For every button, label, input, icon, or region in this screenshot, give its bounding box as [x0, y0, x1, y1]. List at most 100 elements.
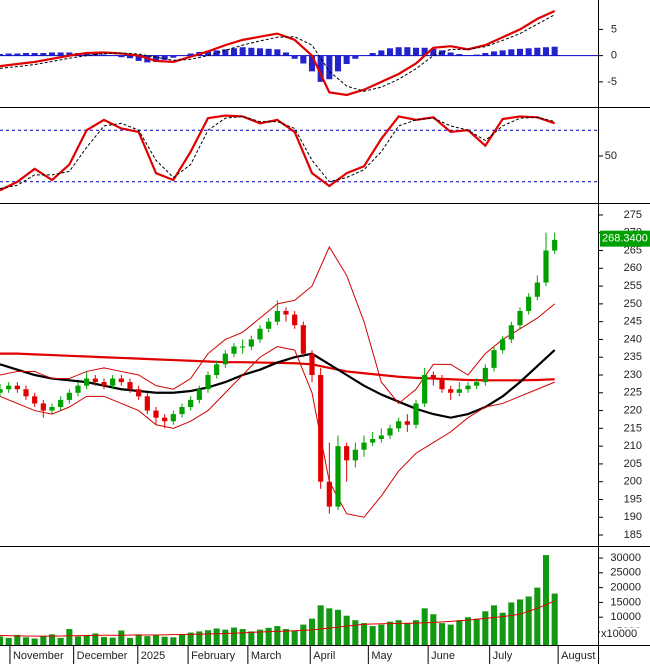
- y-tick-label: 265: [624, 244, 642, 256]
- histogram-bar: [508, 49, 515, 56]
- histogram-bar: [222, 49, 229, 56]
- signal-line: [0, 14, 555, 92]
- candle-body: [49, 407, 55, 411]
- y-tick-label: 235: [624, 351, 642, 363]
- y-tick-label: 25000: [610, 567, 641, 579]
- candle-body: [14, 385, 20, 390]
- candle-body: [526, 296, 532, 311]
- histogram-bar: [204, 50, 212, 56]
- histogram-bar: [352, 55, 359, 59]
- histogram-bar: [31, 53, 38, 56]
- volume-bar: [144, 636, 151, 645]
- candle-body: [188, 399, 194, 408]
- candle-body: [222, 353, 228, 365]
- volume-bar: [118, 630, 125, 645]
- candle-body: [387, 428, 393, 436]
- histogram-bar: [369, 53, 376, 56]
- candle-body: [23, 389, 29, 397]
- histogram-bar: [126, 55, 134, 59]
- histogram-bar: [282, 52, 290, 56]
- histogram-bar: [386, 48, 394, 56]
- volume-bar: [109, 637, 116, 645]
- candle-body: [153, 410, 159, 418]
- histogram-bar: [5, 53, 12, 56]
- volume-bar: [274, 626, 281, 645]
- volume-bar: [178, 634, 186, 645]
- candle-body: [66, 392, 72, 400]
- candle-body: [413, 403, 419, 425]
- histogram-bar: [14, 53, 21, 56]
- candle-body: [205, 375, 211, 390]
- histogram-bar: [534, 47, 541, 56]
- y-tick-label: 240: [624, 333, 642, 345]
- candle-body: [430, 375, 436, 379]
- histogram-bar: [378, 50, 385, 56]
- y-tick-label: 5: [611, 23, 617, 35]
- indicator-line: [0, 10, 556, 97]
- candle-body: [118, 378, 124, 383]
- candle-body: [136, 389, 142, 397]
- volume-bar: [204, 630, 212, 645]
- candle-body: [0, 389, 3, 393]
- candle-body: [40, 403, 46, 411]
- histogram-bar: [482, 53, 489, 56]
- indicator-line: [0, 349, 556, 419]
- volume-bar: [31, 638, 38, 645]
- y-tick-label: 230: [624, 369, 642, 381]
- candle-body: [6, 385, 12, 390]
- candle-body: [465, 385, 471, 390]
- volume-bar: [48, 634, 56, 645]
- histogram-bar: [265, 48, 272, 56]
- volume-bar: [438, 623, 446, 645]
- volume-bar: [170, 637, 177, 645]
- volume-bar: [92, 633, 99, 645]
- volume-bar: [0, 636, 4, 645]
- volume-bar: [282, 629, 290, 645]
- histogram-bar: [438, 50, 446, 56]
- y-tick-label: 195: [624, 493, 642, 505]
- volume-bar: [499, 612, 506, 645]
- candle-body: [500, 339, 506, 351]
- histogram-bar: [66, 52, 73, 56]
- volume-bar: [317, 605, 324, 645]
- candle-body: [196, 389, 202, 400]
- histogram-bar: [447, 52, 454, 56]
- candle-body: [214, 364, 220, 375]
- histogram-bar: [48, 52, 56, 56]
- candle-body: [508, 325, 514, 340]
- indicator-line: [0, 600, 555, 637]
- volume-bar: [386, 621, 394, 645]
- volume-bar: [490, 605, 498, 645]
- volume-bar: [74, 636, 82, 645]
- histogram-bar: [490, 51, 498, 56]
- candle-body: [370, 439, 376, 443]
- y-tick-label: 200: [624, 476, 642, 488]
- volume-bar: [152, 635, 160, 645]
- x-tick-label: February: [191, 650, 236, 662]
- x-tick-label: August: [561, 650, 595, 662]
- volume-bar: [360, 623, 368, 645]
- candle-body: [422, 375, 428, 404]
- histogram-bar: [291, 55, 298, 59]
- candle-body: [75, 385, 81, 393]
- volume-bar: [378, 624, 385, 645]
- y-tick-label: 260: [624, 262, 642, 274]
- histogram-bar: [22, 53, 30, 56]
- y-tick-label: 210: [624, 440, 642, 452]
- histogram-bar: [0, 54, 4, 56]
- candle-body: [474, 382, 480, 386]
- candle-body: [58, 399, 64, 408]
- volume-bar: [542, 555, 550, 645]
- y-tick-label: 250: [624, 298, 642, 310]
- volume-bar: [161, 636, 168, 645]
- candle-body: [127, 382, 133, 390]
- volume-bar: [508, 602, 515, 645]
- y-tick-label: 0: [611, 50, 617, 62]
- x-tick-label: July: [493, 650, 513, 662]
- candle-body: [352, 449, 358, 461]
- histogram-bar: [430, 48, 437, 56]
- x-tick-label: March: [251, 650, 282, 662]
- histogram-bar: [161, 55, 168, 60]
- volume-bar: [230, 627, 238, 645]
- histogram-bar: [464, 55, 472, 56]
